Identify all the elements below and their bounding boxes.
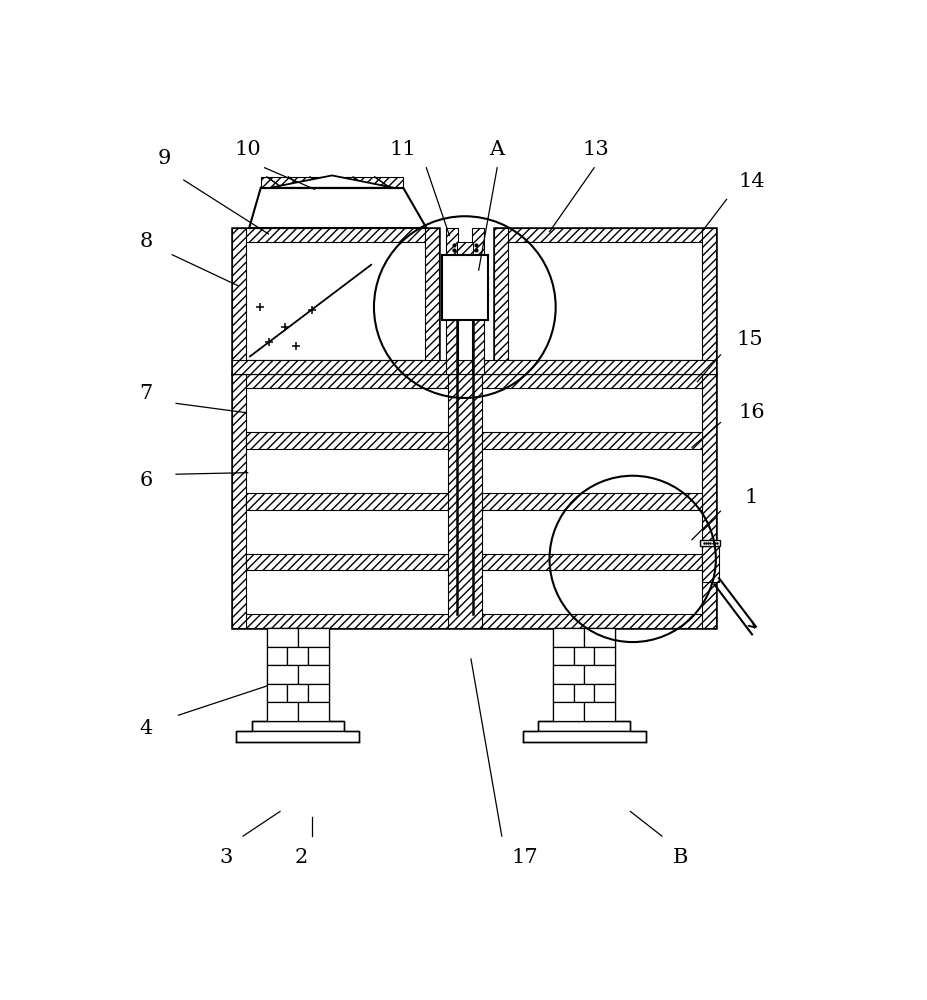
Bar [552, 647, 615, 665]
Bar [583, 702, 615, 721]
Bar [267, 647, 287, 665]
Polygon shape [270, 175, 394, 188]
Bar [267, 665, 298, 684]
Bar [232, 228, 438, 374]
Bar [267, 684, 328, 702]
Bar [481, 493, 701, 510]
Bar [701, 228, 715, 374]
Bar [267, 647, 328, 665]
Bar [246, 493, 448, 510]
Bar [287, 684, 308, 702]
Bar [583, 628, 615, 647]
Bar [232, 360, 438, 374]
Text: B: B [672, 848, 687, 867]
Bar [573, 684, 594, 702]
Bar [232, 614, 715, 628]
Text: 7: 7 [139, 384, 153, 403]
Bar [298, 628, 328, 647]
Bar [308, 684, 328, 702]
Text: 6: 6 [139, 471, 153, 490]
Bar [471, 228, 484, 374]
Bar [232, 360, 715, 374]
Text: 10: 10 [234, 140, 260, 159]
Bar [552, 665, 583, 684]
Bar [260, 177, 403, 188]
Text: 9: 9 [158, 149, 171, 168]
Text: 14: 14 [737, 172, 764, 191]
Bar [232, 228, 438, 242]
Bar [246, 554, 448, 570]
Bar [308, 647, 328, 665]
Bar [493, 228, 715, 374]
Bar [267, 702, 298, 721]
Bar [267, 628, 298, 647]
Bar [267, 665, 328, 684]
Text: 11: 11 [389, 140, 416, 159]
Bar [552, 647, 573, 665]
Bar [552, 684, 615, 702]
Text: A: A [489, 140, 504, 159]
Bar [287, 647, 308, 665]
Bar [232, 374, 715, 388]
Bar [441, 255, 488, 320]
Bar [251, 721, 344, 731]
Bar [493, 228, 715, 242]
Bar [298, 665, 328, 684]
Bar [573, 647, 594, 665]
Bar [552, 628, 615, 647]
Text: 15: 15 [736, 330, 762, 349]
Text: 1: 1 [743, 488, 757, 507]
Bar [448, 374, 481, 628]
Bar [457, 242, 472, 255]
Bar [594, 684, 615, 702]
Bar [552, 628, 583, 647]
Text: 8: 8 [139, 232, 153, 251]
Bar [552, 702, 583, 721]
Bar [583, 665, 615, 684]
Bar [235, 731, 359, 742]
Text: 2: 2 [295, 848, 308, 867]
Bar [267, 684, 287, 702]
Bar [232, 228, 246, 374]
Bar [267, 628, 328, 647]
Bar [700, 540, 719, 546]
Bar [493, 360, 715, 374]
Bar [246, 432, 448, 449]
Bar [267, 702, 328, 721]
Bar [481, 554, 701, 570]
Text: 3: 3 [219, 848, 233, 867]
Text: 16: 16 [737, 403, 764, 422]
Bar [298, 702, 328, 721]
Bar [701, 374, 715, 628]
Bar [481, 432, 701, 449]
Bar [538, 721, 629, 731]
Text: 13: 13 [582, 140, 608, 159]
Bar [701, 546, 718, 582]
Bar [552, 665, 615, 684]
Bar [232, 374, 246, 628]
Bar [522, 731, 645, 742]
Text: 4: 4 [139, 719, 153, 738]
Bar [493, 228, 507, 374]
Bar [445, 228, 457, 374]
Bar [232, 374, 715, 628]
Bar [552, 684, 573, 702]
Bar [594, 647, 615, 665]
Bar [425, 228, 438, 374]
Bar [552, 702, 615, 721]
Text: 17: 17 [511, 848, 538, 867]
